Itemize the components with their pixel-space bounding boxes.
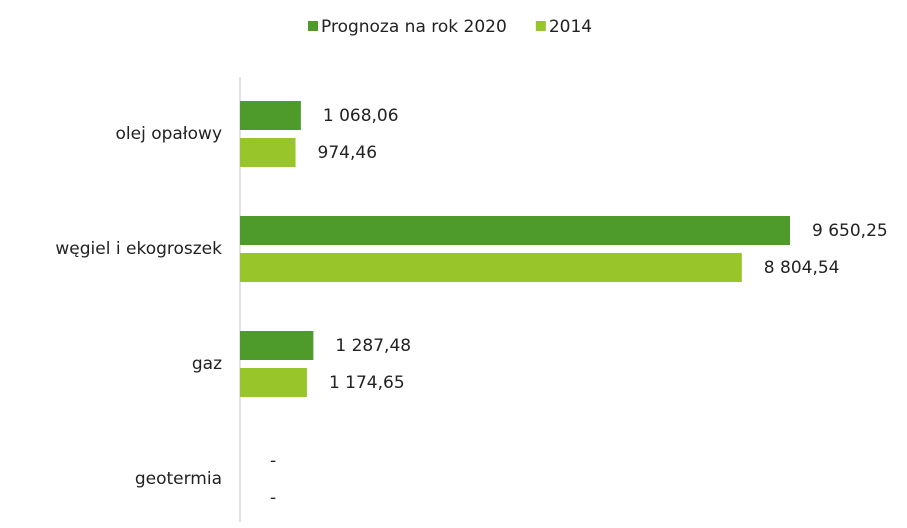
bar — [240, 216, 790, 245]
bar — [240, 331, 314, 360]
legend-swatch — [308, 21, 318, 31]
bar — [240, 101, 301, 130]
value-label: 1 068,06 — [323, 106, 399, 126]
legend-swatch — [535, 21, 546, 31]
value-label: 9 650,25 — [812, 221, 888, 241]
legend-label: Prognoza na rok 2020 — [321, 17, 507, 37]
value-label: 1 174,65 — [329, 373, 405, 393]
value-label: - — [270, 488, 276, 508]
bar — [240, 253, 742, 282]
legend-label: 2014 — [549, 17, 592, 37]
category-label: olej opałowy — [115, 124, 222, 144]
bar — [240, 368, 307, 397]
category-label: geotermia — [135, 469, 222, 489]
value-label: 8 804,54 — [764, 258, 840, 278]
bar — [240, 138, 296, 167]
category-label: węgiel i ekogroszek — [55, 239, 222, 259]
value-label: - — [270, 451, 276, 471]
value-label: 974,46 — [318, 143, 377, 163]
category-label: gaz — [192, 354, 222, 374]
value-label: 1 287,48 — [335, 336, 411, 356]
